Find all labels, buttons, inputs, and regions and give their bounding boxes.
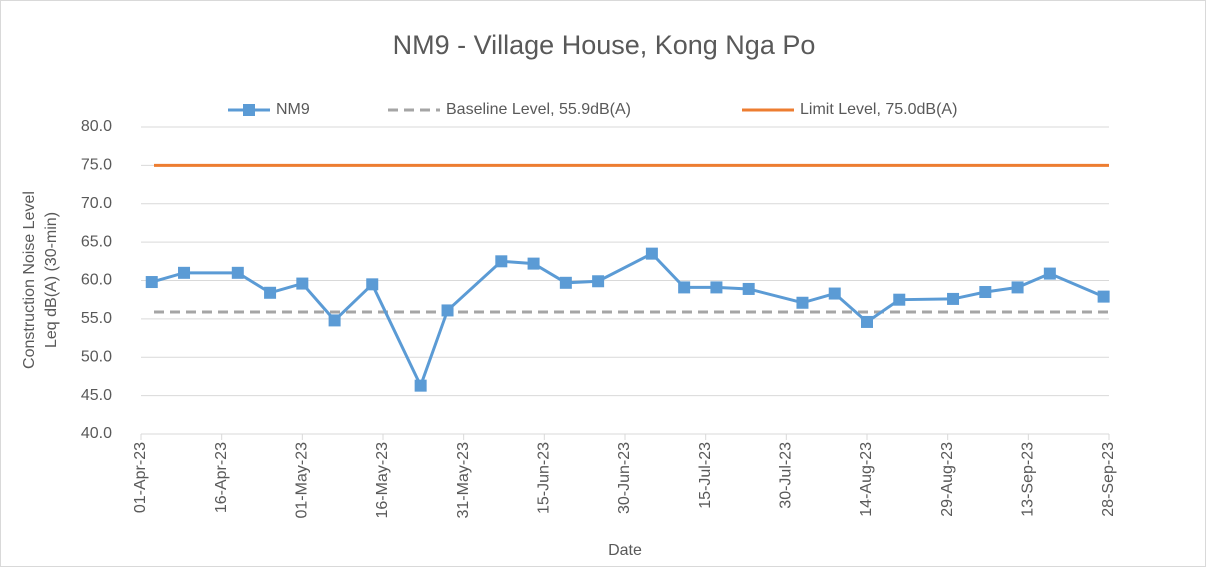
data-point <box>559 276 572 289</box>
data-point <box>678 281 691 294</box>
y-axis-title: Leq dB(A) (30-min) <box>43 212 60 348</box>
x-tick-label: 16-Apr-23 <box>213 442 230 513</box>
y-tick-label: 50.0 <box>81 348 112 365</box>
data-point <box>1043 267 1056 280</box>
y-tick-label: 60.0 <box>81 272 112 289</box>
x-tick-label: 13-Sep-23 <box>1020 442 1037 517</box>
y-tick-label: 75.0 <box>81 157 112 174</box>
data-point <box>947 292 960 305</box>
x-tick-label: 30-Jun-23 <box>616 442 633 514</box>
data-point <box>414 379 427 392</box>
y-axis-title: Construction Noise Level <box>21 191 38 369</box>
data-point <box>178 266 191 279</box>
data-point <box>495 255 508 268</box>
data-point <box>527 257 540 270</box>
x-tick-label: 15-Jul-23 <box>697 442 714 509</box>
x-tick-label: 15-Jun-23 <box>536 442 553 514</box>
legend-label: Limit Level, 75.0dB(A) <box>800 101 957 118</box>
data-point <box>145 276 158 289</box>
y-tick-label: 45.0 <box>81 387 112 404</box>
data-point <box>893 293 906 306</box>
x-tick-label: 01-May-23 <box>294 442 311 519</box>
x-tick-label: 14-Aug-23 <box>858 442 875 517</box>
y-tick-label: 80.0 <box>81 118 112 135</box>
y-tick-label: 55.0 <box>81 310 112 327</box>
data-point <box>861 315 873 328</box>
x-tick-label: 31-May-23 <box>455 442 472 519</box>
x-tick-label: 16-May-23 <box>374 442 391 519</box>
legend-marker <box>243 104 255 116</box>
data-point <box>366 278 379 291</box>
series-line <box>151 251 1105 390</box>
data-point <box>979 286 992 299</box>
x-tick-label: 29-Aug-23 <box>939 442 956 517</box>
y-tick-label: 70.0 <box>81 195 112 212</box>
data-point <box>710 281 723 294</box>
data-point <box>264 286 277 299</box>
data-point <box>592 275 605 288</box>
data-point <box>231 266 244 279</box>
data-point <box>1011 281 1024 294</box>
legend-label: NM9 <box>276 101 310 118</box>
data-point <box>796 296 809 309</box>
data-point <box>828 287 841 300</box>
y-tick-label: 65.0 <box>81 233 112 250</box>
data-point <box>1097 290 1110 303</box>
x-axis-title: Date <box>608 542 642 559</box>
data-point <box>645 247 658 260</box>
data-point <box>328 314 341 327</box>
data-point <box>742 282 755 295</box>
chart-title: NM9 - Village House, Kong Nga Po <box>393 30 816 60</box>
x-tick-label: 30-Jul-23 <box>778 442 795 509</box>
legend-label: Baseline Level, 55.9dB(A) <box>446 101 631 118</box>
x-tick-label: 01-Apr-23 <box>132 442 149 513</box>
data-point <box>441 304 454 317</box>
x-tick-label: 28-Sep-23 <box>1100 442 1117 517</box>
y-tick-label: 40.0 <box>81 425 112 442</box>
data-point <box>296 277 309 290</box>
